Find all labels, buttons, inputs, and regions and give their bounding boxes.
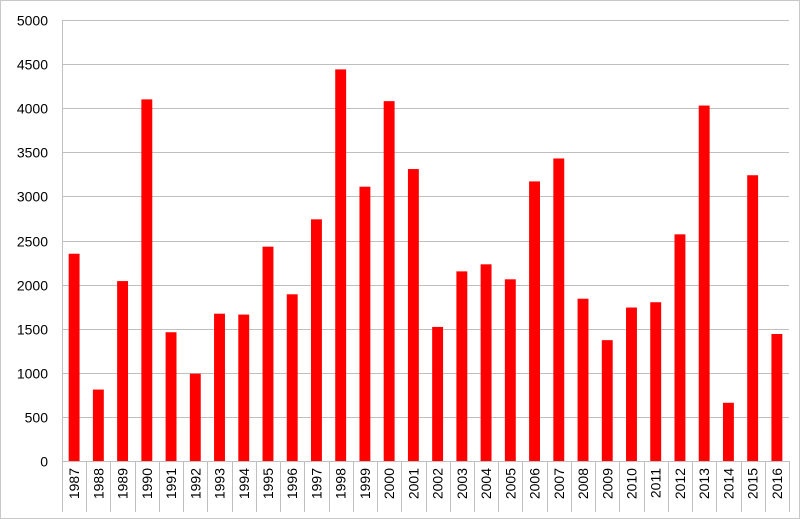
- x-tick-label: 2010: [623, 468, 639, 499]
- x-tick-label: 1992: [187, 468, 203, 499]
- x-tick-label: 2016: [769, 468, 785, 499]
- y-tick-label: 2500: [17, 234, 48, 250]
- y-tick-label: 0: [40, 454, 48, 470]
- x-tick-label: 2008: [575, 468, 591, 499]
- x-tick-label: 2002: [430, 468, 446, 499]
- x-tick-label: 1996: [284, 468, 300, 499]
- bar-1996: [286, 294, 298, 461]
- x-tick-label: 1995: [260, 468, 276, 499]
- x-tick-label: 2005: [502, 468, 518, 499]
- bar-2012: [674, 234, 686, 461]
- x-tick-label: 1987: [66, 468, 82, 499]
- y-tick-label: 1500: [17, 322, 48, 338]
- bar-1994: [238, 314, 250, 461]
- bar-2005: [504, 279, 516, 461]
- x-tick-label: 2004: [478, 468, 494, 499]
- y-tick-label: 5000: [17, 13, 48, 29]
- bar-2007: [553, 158, 565, 461]
- x-tick-label: 2011: [648, 468, 664, 498]
- x-tick-label: 2009: [599, 468, 615, 499]
- y-tick-label: 1000: [17, 366, 48, 382]
- y-tick-label: 3000: [17, 189, 48, 205]
- x-tick-label: 2013: [696, 468, 712, 499]
- bar-2011: [650, 302, 662, 461]
- x-tick-label: 2000: [381, 468, 397, 499]
- x-tick-label: 2007: [551, 468, 567, 499]
- x-tick-label: 1993: [212, 468, 228, 499]
- bar-1992: [189, 373, 201, 461]
- bar-1993: [214, 313, 225, 461]
- x-tick-label: 1994: [236, 468, 252, 499]
- x-tick-label: 2003: [454, 468, 470, 499]
- y-tick-label: 4500: [17, 57, 48, 73]
- x-tick-label: 2001: [405, 468, 421, 499]
- bar-1999: [359, 186, 371, 461]
- bar-2002: [432, 326, 444, 461]
- bar-2015: [747, 175, 759, 461]
- bar-2014: [722, 402, 734, 461]
- bar-2013: [698, 105, 710, 461]
- x-tick-label: 1988: [90, 468, 106, 499]
- x-tick-label: 1998: [333, 468, 349, 499]
- bar-1991: [165, 332, 177, 461]
- bar-1998: [335, 69, 347, 461]
- x-tick-label: 1990: [139, 468, 155, 499]
- y-tick-label: 3500: [17, 145, 48, 161]
- bar-1990: [141, 99, 153, 461]
- x-tick-label: 2012: [672, 468, 688, 499]
- bar-1997: [310, 219, 322, 461]
- x-tick-label: 1989: [115, 468, 131, 499]
- bar-1995: [262, 246, 274, 461]
- bar-2016: [771, 333, 783, 461]
- bar-1989: [117, 281, 129, 461]
- bar-1987: [68, 253, 80, 461]
- x-tick-label: 1991: [163, 468, 179, 499]
- y-tick-label: 4000: [17, 101, 48, 117]
- bar-2009: [601, 340, 613, 461]
- y-tick-label: 500: [25, 410, 49, 426]
- bar-2001: [407, 169, 419, 462]
- x-tick-label: 2015: [745, 468, 761, 499]
- bar-2008: [577, 298, 589, 461]
- x-tick-label: 1997: [308, 468, 324, 499]
- bar-1988: [92, 389, 104, 461]
- bar-2003: [456, 271, 468, 461]
- bar-2000: [383, 101, 395, 462]
- bar-2010: [626, 307, 637, 461]
- x-tick-label: 1999: [357, 468, 373, 499]
- bar-2006: [529, 181, 541, 461]
- y-tick-label: 2000: [17, 278, 48, 294]
- bar-2004: [480, 264, 492, 461]
- x-tick-label: 2014: [720, 468, 736, 499]
- x-tick-label: 2006: [527, 468, 543, 499]
